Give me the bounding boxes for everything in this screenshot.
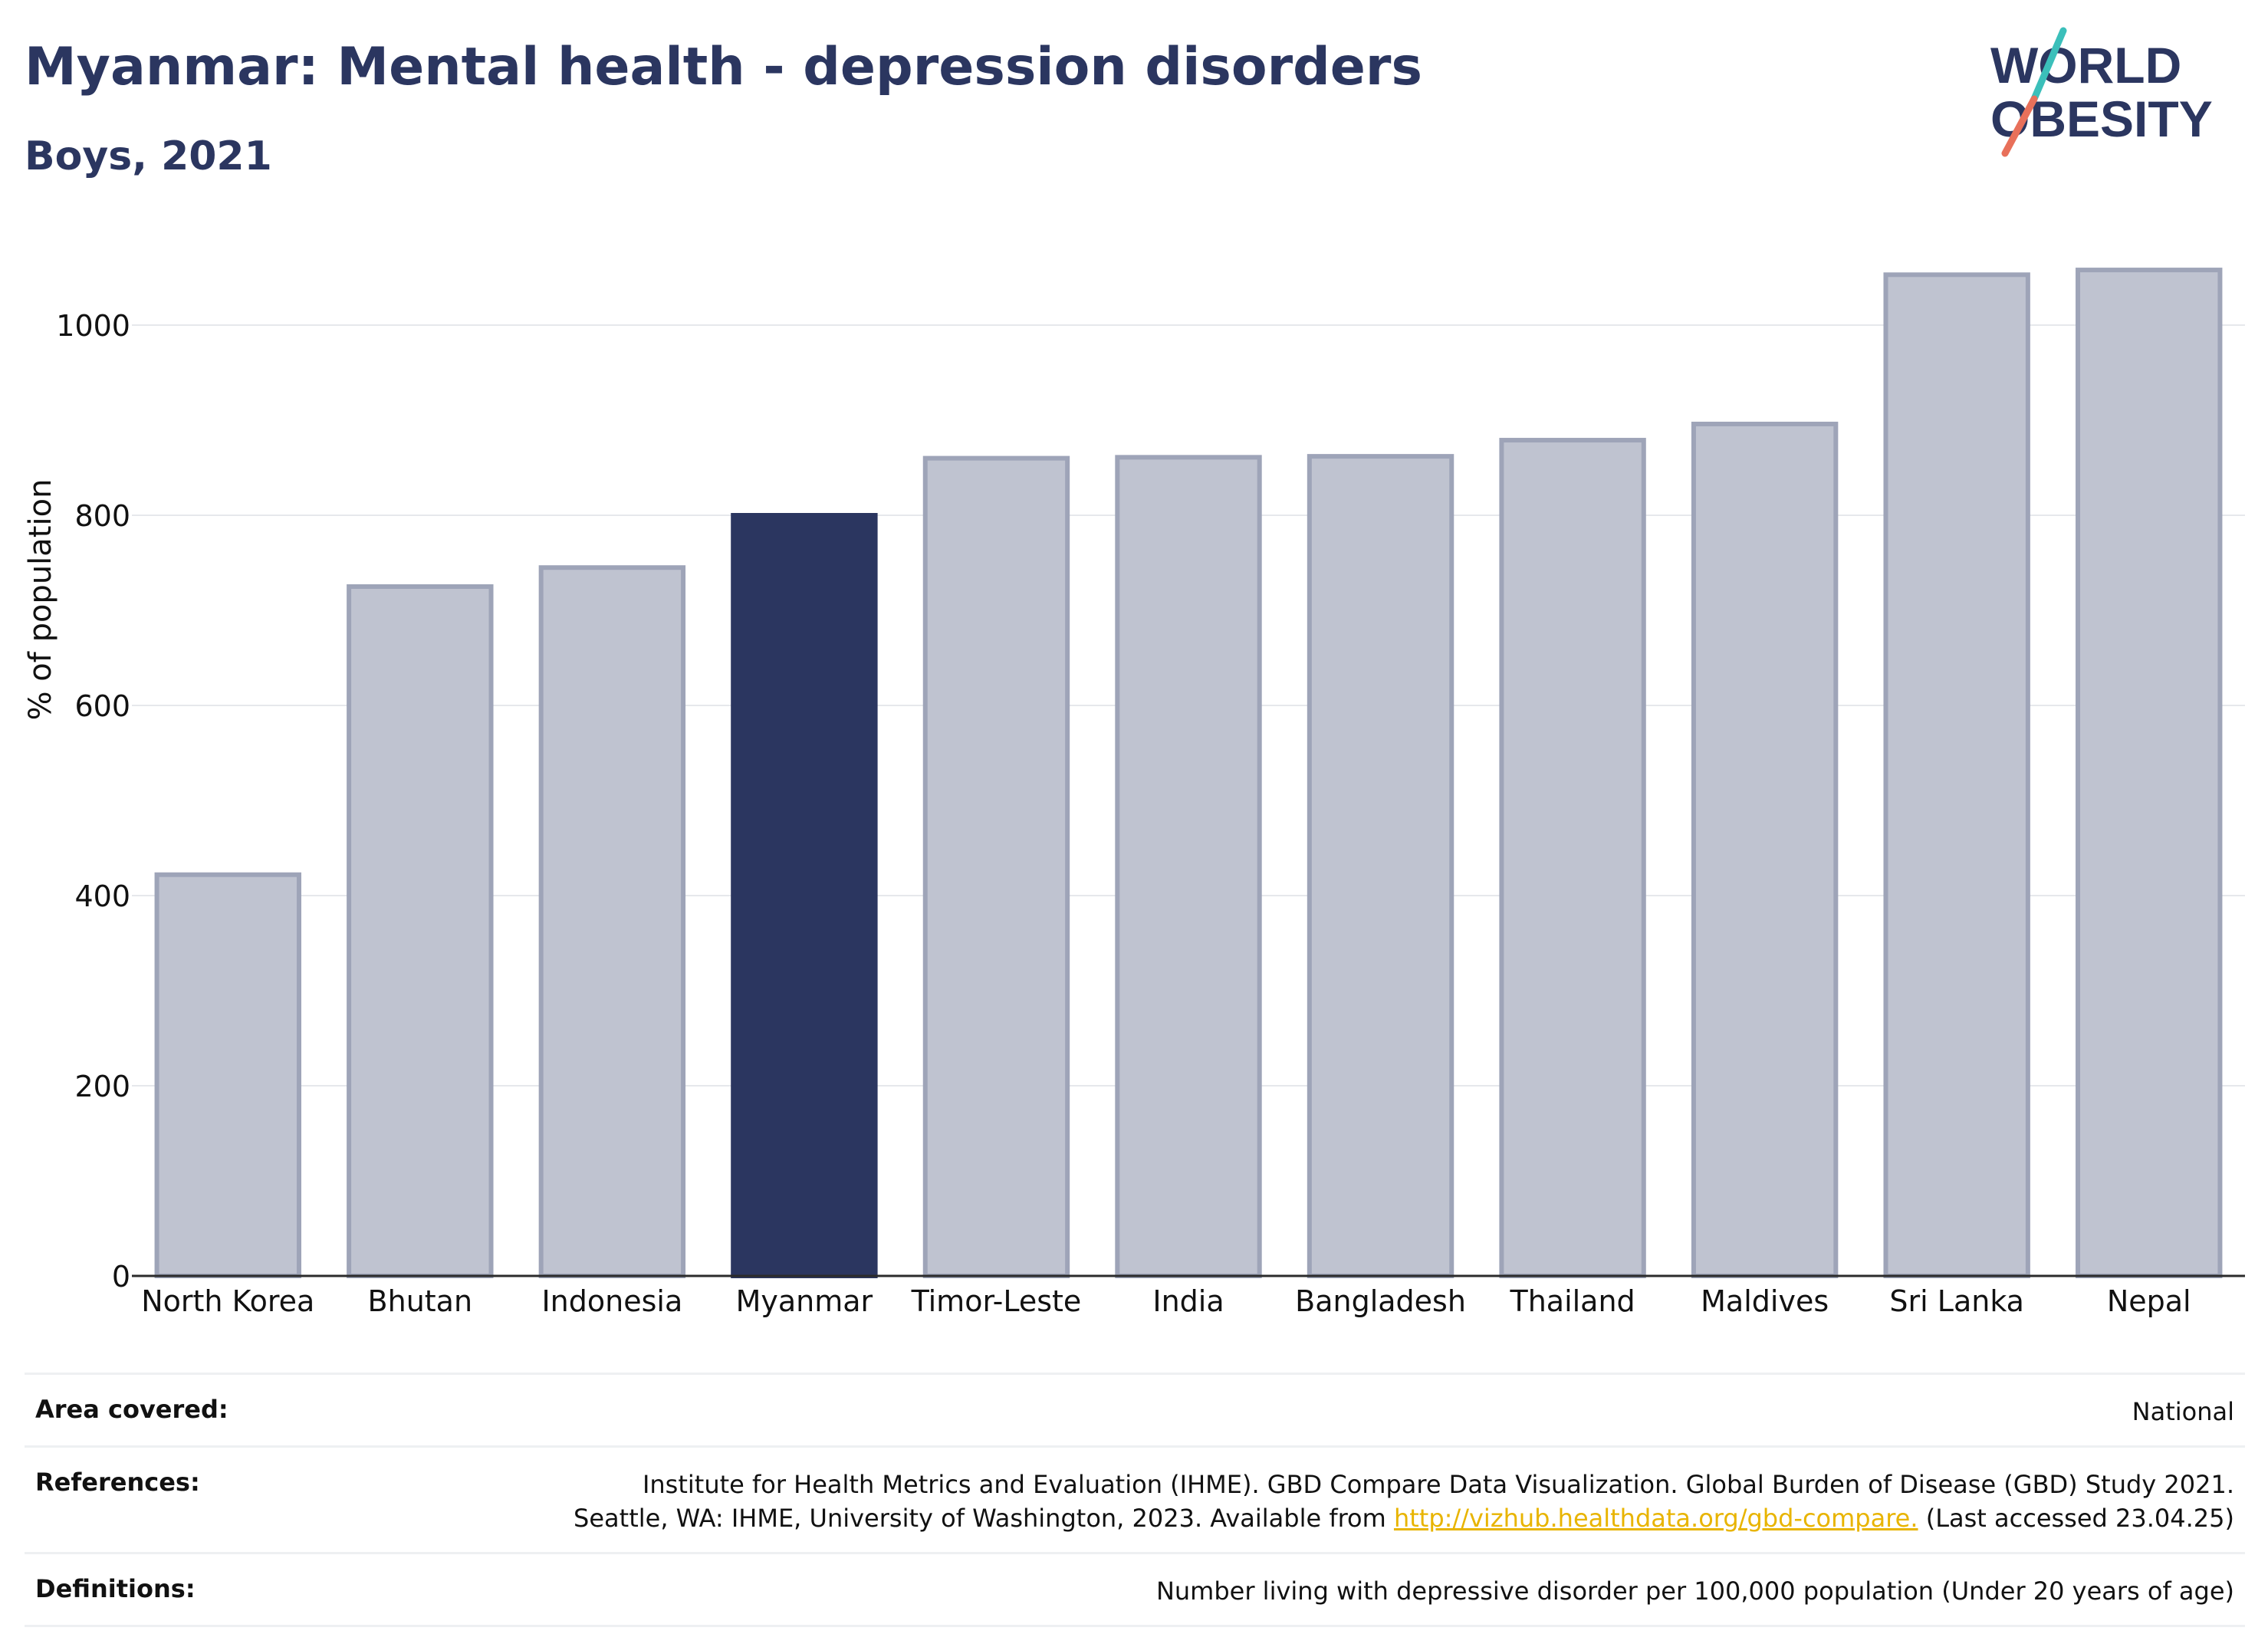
x-tick-label: Indonesia [541,1284,682,1318]
logo-word-world: WORLD [1990,37,2181,94]
bar-myanmar [731,513,878,1278]
y-tick-label: 0 [112,1260,130,1294]
bar-bangladesh [1307,454,1454,1278]
references-label: References: [35,1468,200,1497]
chart-footer: Area covered: National References: Insti… [25,1373,2245,1627]
bar-india [1115,455,1262,1278]
bar-nepal [2076,268,2223,1279]
logo-slash-coral [2001,95,2038,157]
references-value: Institute for Health Metrics and Evaluat… [574,1468,2234,1535]
x-tick-label: Myanmar [736,1284,873,1318]
y-tick-label: 1000 [56,309,130,343]
x-tick-labels: North Korea Bhutan Indonesia Myanmar Timor-L… [141,1284,2191,1318]
x-tick-label: Bhutan [368,1284,473,1318]
chart-title: Myanmar: Mental health - depression diso… [25,37,1422,97]
x-tick-label: Sri Lanka [1889,1284,2024,1318]
y-axis-label: % of population [23,479,58,721]
logo-word-obesity: OBESITY [1990,90,2213,147]
y-tick-label: 200 [74,1070,130,1103]
y-tick-label: 600 [74,689,130,723]
y-tick-label: 400 [74,879,130,913]
bar-thailand [1499,438,1646,1278]
bar-chart: 0 200 400 600 800 1000 North Korea Bhutan Indon… [23,268,2245,1318]
x-tick-label: Nepal [2107,1284,2191,1318]
definitions-value: Number living with depressive disorder p… [1155,1576,2234,1606]
footer-row-references: References: Institute for Health Metrics… [25,1445,2245,1552]
area-covered-value: National [2132,1397,2234,1426]
bar-north-korea [154,872,301,1278]
x-tick-label: Thailand [1509,1284,1635,1318]
bar-bhutan [347,584,494,1278]
footer-row-definitions: Definitions: Number living with depressi… [25,1552,2245,1627]
x-tick-label: North Korea [141,1284,314,1318]
bar-timor-leste [922,455,1070,1278]
bar-maldives [1691,421,1839,1279]
logo-slash-teal [2030,27,2067,103]
references-line-2-end: (Last accessed 23.04.25) [1918,1504,2234,1533]
references-link[interactable]: http://vizhub.healthdata.org/gbd-compare… [1393,1504,1918,1533]
x-tick-label: Bangladesh [1295,1284,1466,1318]
references-line-1: Institute for Health Metrics and Evaluat… [642,1470,2234,1499]
area-covered-label: Area covered: [35,1395,228,1424]
y-tick-labels: 0 200 400 600 800 1000 [56,309,130,1294]
world-obesity-logo: WORLD OBESITY [1990,27,2213,157]
definitions-label: Definitions: [35,1574,196,1603]
bar-sri-lanka [1883,272,2030,1278]
x-tick-label: Timor-Leste [911,1284,1082,1318]
footer-row-area: Area covered: National [25,1373,2245,1445]
chart-subtitle: Boys, 2021 [25,133,272,179]
bars [154,268,2223,1279]
x-tick-label: Maldives [1701,1284,1829,1318]
references-line-2-start: Seattle, WA: IHME, University of Washing… [574,1504,1394,1533]
bar-indonesia [538,565,686,1278]
x-tick-label: India [1152,1284,1224,1318]
y-tick-label: 800 [74,499,130,533]
